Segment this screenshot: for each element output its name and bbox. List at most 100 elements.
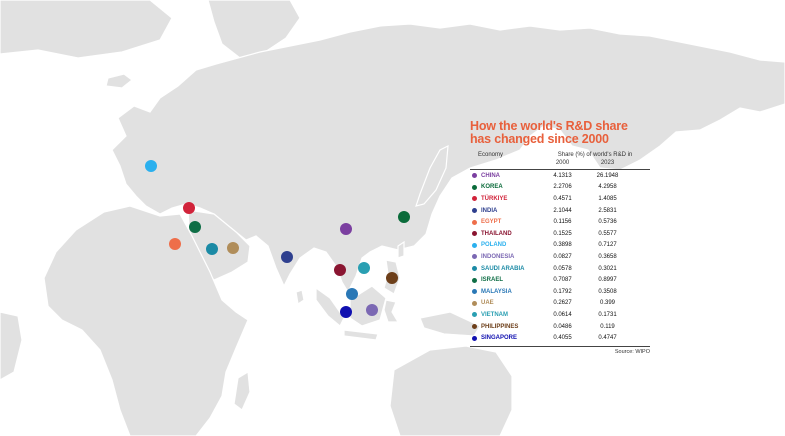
dot-thailand [334,264,346,276]
header-economy: Economy [478,152,504,158]
share-2023: 0.3021 [598,265,617,272]
header-year-2000: 2000 [555,160,570,166]
dot-india [281,251,293,263]
economy-name: INDIA [481,207,498,214]
rd-share-panel: How the world's R&D share has changed si… [470,120,650,355]
table-row: MALAYSIA 0.1792 0.3508 [470,286,650,298]
share-2000: 0.0486 [553,323,572,330]
share-2000: 0.2627 [553,300,572,307]
legend-bullet [472,242,477,248]
economy-name: SAUDI ARABIA [481,265,525,272]
legend-bullet [472,266,477,272]
legend-bullet [472,208,477,214]
share-2000: 0.1792 [553,288,572,295]
share-2023: 26.1948 [596,172,619,179]
table-row: SINGAPORE 0.4055 0.4747 [470,332,650,344]
table-row: TÜRKIYE 0.4571 1.4085 [470,193,650,205]
economy-name: INDONESIA [481,253,515,260]
header-year-2023: 2023 [600,160,615,166]
economy-name: ISRAEL [481,277,504,284]
share-2000: 4.1313 [553,172,572,179]
legend-bullet [472,324,477,330]
java [343,329,379,341]
share-2023: 0.8997 [598,277,617,284]
share-2000: 0.7087 [553,277,572,284]
economy-name: PHILIPPINES [481,323,519,330]
table-row: PHILIPPINES 0.0486 0.119 [470,321,650,333]
economy-name: TÜRKIYE [481,195,508,202]
legend-bullet [472,184,477,190]
share-2000: 0.4571 [553,195,572,202]
share-2023: 0.5577 [598,230,617,237]
dot-egypt [169,238,181,250]
dot-indonesia [366,304,378,316]
share-2023: 0.5736 [598,219,617,226]
table-header: Economy Share (%) of world's R&D in [470,152,650,158]
legend-bullet [472,231,477,237]
table-row: THAILAND 0.1525 0.5577 [470,228,650,240]
share-2000: 0.1156 [553,219,572,226]
share-2000: 0.4055 [553,335,572,342]
eurasia [111,23,785,294]
table-body: CHINA 4.1313 26.1948 KOREA 2.2706 4.2958 TÜRKI… [470,170,650,344]
share-2023: 0.7127 [598,242,617,249]
share-2023: 4.2958 [598,184,617,191]
table-row: EGYPT 0.1156 0.5736 [470,216,650,228]
panel-title: How the world's R&D share has changed si… [470,119,628,146]
legend-bullet [472,196,477,202]
legend-bullet [472,219,477,225]
sulawesi [383,299,400,323]
dot-israel [189,221,201,233]
table-row: INDIA 2.1044 2.5831 [470,205,650,217]
legend-bullet [472,277,477,283]
sri-lanka [295,289,305,306]
legend-bullet [472,254,477,260]
dot-uae [227,242,239,254]
share-2023: 0.3508 [598,288,617,295]
header-share: Share (%) of world's R&D in [557,152,633,158]
share-2023: 0.4747 [598,335,617,342]
share-2023: 0.119 [600,323,615,330]
share-2023: 0.3658 [598,253,617,260]
economy-name: MALAYSIA [481,288,512,295]
dot-saudi-arabia [206,243,218,255]
table-row: VIETNAM 0.0614 0.1731 [470,309,650,321]
taiwan [397,240,405,259]
share-2000: 0.1525 [553,230,572,237]
legend-bullet [472,300,477,306]
share-2023: 0.399 [599,300,615,307]
share-2023: 2.5831 [598,207,617,214]
north-america-fragment [0,0,173,59]
dot-poland [145,160,157,172]
table-row: UAE 0.2627 0.399 [470,298,650,310]
table-row: INDONESIA 0.0827 0.3658 [470,251,650,263]
table-subheader: 2000 2023 [470,160,650,170]
share-2000: 0.0578 [553,265,572,272]
share-2000: 0.3898 [553,242,572,249]
dot-china [340,223,352,235]
economy-name: UAE [481,300,494,307]
legend-bullet [472,289,477,295]
table-row: KOREA 2.2706 4.2958 [470,182,650,194]
legend-bullet [472,173,477,179]
legend-bullet [472,335,477,341]
share-2000: 2.2706 [553,184,572,191]
table-row: CHINA 4.1313 26.1948 [470,170,650,182]
share-2023: 1.4085 [598,195,617,202]
dot-singapore [340,306,352,318]
madagascar [233,370,251,411]
economy-name: VIETNAM [481,311,508,318]
share-2023: 0.1731 [598,311,617,318]
dot-vietnam [358,262,370,274]
source-note: Source: WIPO [470,345,650,355]
south-america-fragment [0,311,23,381]
share-2000: 0.0614 [553,311,572,318]
table-row: POLAND 0.3898 0.7127 [470,240,650,252]
dot-korea [398,211,410,223]
australia [389,345,513,436]
economy-name: POLAND [481,242,507,249]
share-2000: 2.1044 [553,207,572,214]
dot-malaysia [346,288,358,300]
economy-name: THAILAND [481,230,512,237]
table-row: ISRAEL 0.7087 0.8997 [470,274,650,286]
